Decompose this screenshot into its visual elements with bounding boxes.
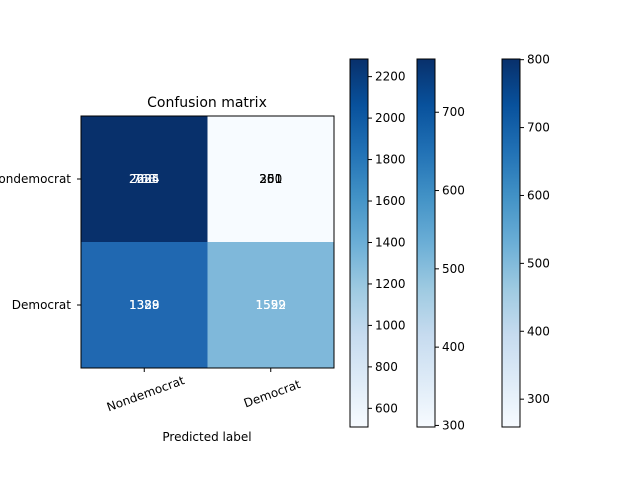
colorbar-1-tick-label-8: 2200 xyxy=(375,70,406,84)
cell-value-m2-r1-c0: 1388 xyxy=(129,298,160,312)
colorbar-1-bar xyxy=(349,58,369,428)
cell-value-m3-r0-c1: 301 xyxy=(259,172,282,186)
cell-value-m1-r1-c1: 1552 xyxy=(255,298,286,312)
colorbar-1-tick-label-5: 1600 xyxy=(375,194,406,208)
cell-value-m1-r1-c0: 1339 xyxy=(129,298,160,312)
colorbar-1-tick-label-6: 1800 xyxy=(375,153,406,167)
colorbar-3-tick-label-4: 700 xyxy=(527,121,550,135)
cell-value-m3-r0-c0: 2624 xyxy=(129,172,160,186)
chart-title: Confusion matrix xyxy=(147,95,267,111)
colorbar-3-tick-label-5: 800 xyxy=(527,53,550,67)
colorbar-1-tick-label-2: 1000 xyxy=(375,318,406,332)
cell-value-m3-r1-c1: 1529 xyxy=(255,298,286,312)
colorbar-2-tick-label-4: 700 xyxy=(442,105,465,119)
x-tick-label-1: Democrat xyxy=(242,377,303,411)
colorbar-2-bar xyxy=(416,58,436,428)
colorbar-2-tick-label-2: 500 xyxy=(442,262,465,276)
cell-value-m1-r0-c1: 251 xyxy=(259,172,282,186)
colorbar-3-tick-label-2: 500 xyxy=(527,256,550,270)
colorbar-3-bar xyxy=(501,58,521,428)
plot-frame xyxy=(80,115,335,369)
colorbar-3-tick-label-3: 600 xyxy=(527,188,550,202)
heatmap-cell-r1-c0 xyxy=(81,242,208,368)
colorbar-2-tick-label-3: 600 xyxy=(442,184,465,198)
colorbar-3-tick-label-0: 300 xyxy=(527,392,550,406)
colorbar-3-tick-label-1: 400 xyxy=(527,324,550,338)
y-tick-label-1: Democrat xyxy=(12,298,72,312)
heatmap-cell-labels: 2285 251 1339 1552 768 260 1388 1592 2624 301 1329… xyxy=(129,172,286,312)
colorbar-1-tick-label-3: 1200 xyxy=(375,277,406,291)
colorbars: 600 800 1000 1200 1400 1600 1800 2000 2200 300 400… xyxy=(349,53,550,432)
cell-value-m2-r0-c0: 768 xyxy=(133,172,156,186)
colorbar-2-tick-label-1: 400 xyxy=(442,340,465,354)
x-tick-label-0: Nondemocrat xyxy=(105,373,187,414)
colorbar-2-tick-label-0: 300 xyxy=(442,418,465,432)
colorbar-1-tick-label-1: 800 xyxy=(375,360,398,374)
heatmap-cell-r0-c1 xyxy=(207,116,334,242)
heatmap-cells xyxy=(81,116,334,368)
colorbar-1-tick-label-4: 1400 xyxy=(375,235,406,249)
cell-value-m2-r0-c1: 260 xyxy=(259,172,282,186)
y-tick-label-0: Nondemocrat xyxy=(0,172,71,186)
colorbar-1-tick-label-0: 600 xyxy=(375,401,398,415)
heatmap-cell-r1-c1 xyxy=(207,242,334,368)
x-axis-label: Predicted label xyxy=(162,430,251,444)
cell-value-m2-r1-c1: 1592 xyxy=(255,298,286,312)
cell-value-m1-r0-c0: 2285 xyxy=(129,172,160,186)
colorbar-1-tick-label-7: 2000 xyxy=(375,111,406,125)
cell-value-m3-r1-c0: 1329 xyxy=(129,298,160,312)
heatmap-cell-r0-c0 xyxy=(81,116,208,242)
